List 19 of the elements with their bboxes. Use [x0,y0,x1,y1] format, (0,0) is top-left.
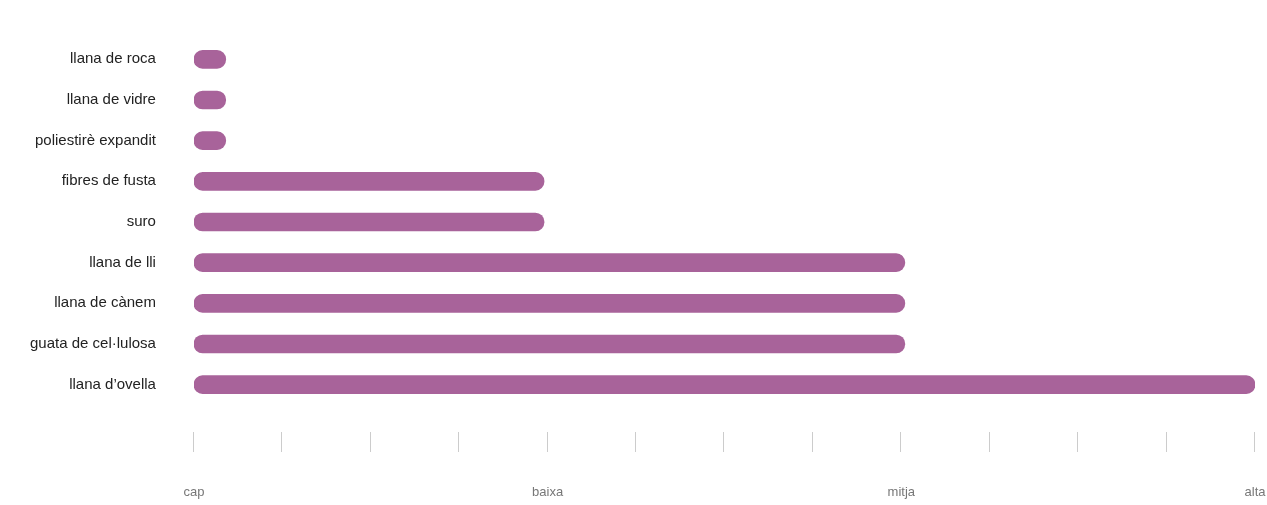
y-tick-label: suro [126,212,156,230]
bar [193,294,906,313]
text: alta [1244,484,1266,499]
y-tick-label: llana de lli [89,252,156,270]
y-tick-label: fibres de fusta [61,171,157,189]
y-tick-label: llana de vidre [66,90,156,108]
bar [193,253,906,272]
bar [193,334,906,354]
bar [193,212,545,232]
y-tick-label: llana de cànem [54,293,156,311]
y-tick-label: llana d’ovella [69,374,157,392]
y-tick-label: llana de roca [70,49,157,67]
text: mitja [887,484,916,499]
bar [193,172,545,191]
y-tick-label: poliestirè expandit [35,130,157,148]
bar [193,375,1255,394]
text: cap [183,484,205,499]
text: baixa [532,484,564,499]
y-tick-label: guata de cel·lulosa [30,334,157,352]
